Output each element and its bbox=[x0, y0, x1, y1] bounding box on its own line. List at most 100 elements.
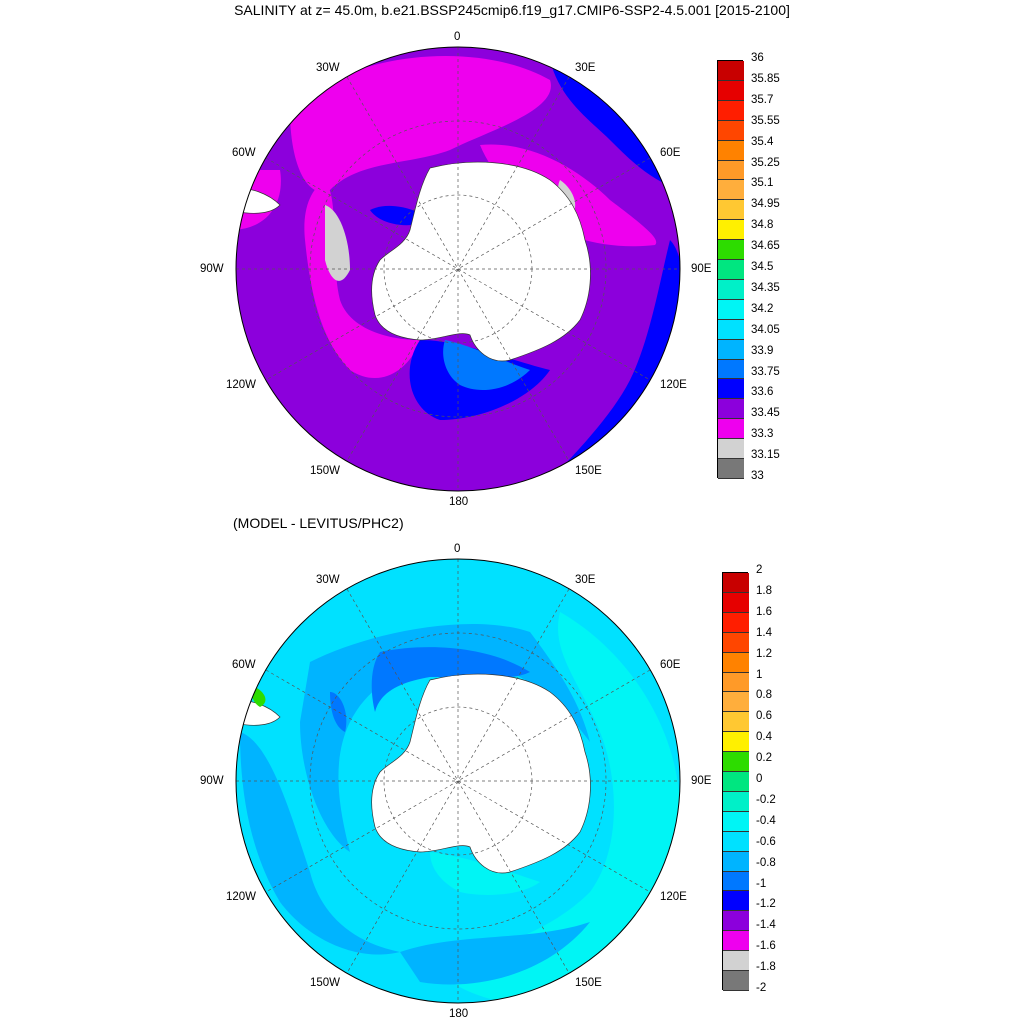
colorbar-segment bbox=[718, 100, 744, 121]
lon-label-120e: 120E bbox=[660, 379, 687, 391]
colorbar-segment bbox=[718, 140, 744, 161]
lon-label-30w: 30W bbox=[316, 574, 340, 586]
colorbar-segment bbox=[723, 573, 749, 593]
top-lightblue-region bbox=[443, 340, 530, 390]
bottom-dark-region bbox=[371, 647, 530, 712]
colorbar-label: 33.3 bbox=[751, 428, 774, 441]
colorbar-label: 34.65 bbox=[751, 240, 780, 253]
colorbar-segment bbox=[718, 419, 744, 440]
colorbar-label: 0.6 bbox=[756, 710, 772, 723]
colorbar-label: 33.15 bbox=[751, 449, 780, 462]
colorbar-label: -0.4 bbox=[756, 814, 776, 827]
colorbar-segment bbox=[718, 379, 744, 400]
colorbar-segment bbox=[718, 240, 744, 261]
bottom-cyan-region bbox=[430, 612, 680, 1003]
colorbar-label: 0.8 bbox=[756, 689, 772, 702]
colorbar-segment bbox=[718, 319, 744, 340]
antarctica-landmass bbox=[371, 161, 591, 362]
colorbar-label: -2 bbox=[756, 982, 767, 994]
colorbar-label: 33.45 bbox=[751, 407, 780, 420]
colorbar-label: -1 bbox=[756, 877, 767, 890]
colorbar-label: -0.6 bbox=[756, 835, 776, 848]
meridian-line bbox=[265, 157, 651, 381]
meridian-line bbox=[265, 669, 651, 893]
meridian-line bbox=[346, 76, 570, 462]
colorbar-segment bbox=[723, 732, 749, 753]
figure-title: SALINITY at z= 45.0m, b.e21.BSSP245cmip6… bbox=[234, 2, 790, 18]
colorbar-label: 35.1 bbox=[751, 177, 774, 190]
colorbar-label: 33 bbox=[751, 470, 764, 482]
bottom-darker-region bbox=[240, 732, 400, 955]
lon-label-30w: 30W bbox=[316, 62, 340, 74]
bottom-colorbar bbox=[722, 572, 749, 991]
colorbar-label: 0 bbox=[756, 773, 763, 785]
colorbar-label: 1.6 bbox=[756, 605, 772, 618]
meridian-line bbox=[265, 669, 651, 893]
meridian-line bbox=[346, 588, 570, 974]
colorbar-segment bbox=[723, 891, 749, 912]
colorbar-label: 35.7 bbox=[751, 93, 774, 106]
colorbar-segment bbox=[723, 791, 749, 812]
colorbar-label: -0.2 bbox=[756, 793, 776, 806]
lon-label-60w: 60W bbox=[232, 147, 256, 159]
colorbar-segment bbox=[718, 80, 744, 101]
antarctica-landmass bbox=[371, 673, 591, 874]
colorbar-label: 35.55 bbox=[751, 114, 780, 127]
colorbar-label: -1.8 bbox=[756, 961, 776, 974]
colorbar-segment bbox=[718, 180, 744, 201]
lon-label-60w: 60W bbox=[232, 659, 256, 671]
meridian-line bbox=[346, 76, 570, 462]
colorbar-segment bbox=[723, 752, 749, 773]
lon-label-30e: 30E bbox=[575, 574, 596, 586]
colorbar-label: 33.75 bbox=[751, 365, 780, 378]
colorbar-segment bbox=[718, 220, 744, 241]
top-polar-map bbox=[235, 46, 681, 492]
colorbar-segment bbox=[723, 851, 749, 872]
lon-label-180: 180 bbox=[449, 1008, 469, 1020]
colorbar-label: 0.2 bbox=[756, 752, 772, 765]
positive-anomaly-patch bbox=[252, 687, 266, 707]
colorbar-segment bbox=[723, 831, 749, 852]
lon-label-150e: 150E bbox=[575, 465, 602, 477]
colorbar-label: 33.9 bbox=[751, 344, 774, 357]
colorbar-label: 1.4 bbox=[756, 626, 772, 639]
colorbar-segment bbox=[718, 61, 744, 81]
colorbar-label: 34.5 bbox=[751, 261, 774, 273]
lon-label-120e: 120E bbox=[660, 891, 687, 903]
lon-label-150w: 150W bbox=[310, 977, 341, 989]
colorbar-label: 35.4 bbox=[751, 135, 774, 148]
colorbar-label: 1.8 bbox=[756, 584, 772, 597]
colorbar-segment bbox=[723, 712, 749, 733]
colorbar-label: 1.2 bbox=[756, 647, 772, 660]
map-frame bbox=[235, 46, 681, 492]
colorbar-label: 0.4 bbox=[756, 731, 772, 744]
lon-label-150w: 150W bbox=[310, 465, 341, 477]
lon-label-120w: 120W bbox=[226, 891, 257, 903]
lon-label-180: 180 bbox=[449, 496, 469, 508]
bottom-polar-map bbox=[235, 558, 681, 1004]
colorbar-segment bbox=[718, 399, 744, 420]
colorbar-label: 33.6 bbox=[751, 386, 774, 399]
lon-label-60e: 60E bbox=[660, 147, 681, 159]
colorbar-label: 35.25 bbox=[751, 156, 780, 169]
colorbar-segment bbox=[723, 871, 749, 892]
colorbar-label: 34.35 bbox=[751, 281, 780, 294]
colorbar-label: -1.6 bbox=[756, 940, 776, 953]
colorbar-label: 34.05 bbox=[751, 323, 780, 336]
colorbar-segment bbox=[723, 592, 749, 613]
colorbar-label: 1 bbox=[756, 668, 763, 681]
colorbar-segment bbox=[723, 612, 749, 633]
colorbar-segment bbox=[723, 692, 749, 713]
lon-label-30e: 30E bbox=[575, 62, 596, 74]
colorbar-segment bbox=[723, 951, 749, 972]
colorbar-segment bbox=[723, 772, 749, 792]
colorbar-label: 34.95 bbox=[751, 198, 780, 211]
colorbar-segment bbox=[723, 672, 749, 693]
colorbar-segment bbox=[723, 652, 749, 673]
colorbar-label: -0.8 bbox=[756, 856, 776, 869]
colorbar-label: -1.2 bbox=[756, 898, 776, 911]
lon-label-90e: 90E bbox=[691, 263, 712, 275]
colorbar-segment bbox=[723, 632, 749, 653]
lon-label-90w: 90W bbox=[200, 263, 224, 275]
top-blue-region bbox=[550, 60, 680, 190]
